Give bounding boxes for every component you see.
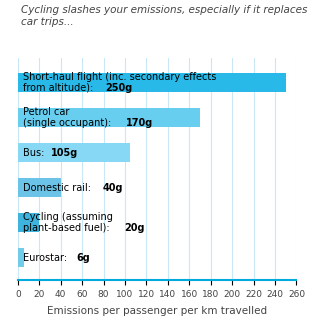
Bar: [18, 248, 24, 267]
Text: Short-haul flight (inc. secondary effects: Short-haul flight (inc. secondary effect…: [23, 72, 217, 82]
Text: 40g: 40g: [103, 183, 124, 193]
Text: 6g: 6g: [76, 253, 90, 262]
Text: (single occupant):: (single occupant):: [23, 118, 115, 128]
X-axis label: Emissions per passenger per km travelled: Emissions per passenger per km travelled: [47, 306, 267, 316]
Text: Petrol car: Petrol car: [23, 108, 70, 118]
Text: Bus:: Bus:: [23, 148, 48, 158]
Text: 170g: 170g: [126, 118, 153, 128]
Text: from altitude):: from altitude):: [23, 83, 97, 93]
Bar: [18, 143, 130, 162]
Bar: [18, 178, 61, 197]
Text: 105g: 105g: [51, 148, 78, 158]
Text: 250g: 250g: [106, 83, 133, 93]
Text: Cycling slashes your emissions, especially if it replaces car trips...: Cycling slashes your emissions, especial…: [21, 5, 307, 26]
Text: Eurostar:: Eurostar:: [23, 253, 70, 262]
Bar: [18, 108, 200, 127]
Bar: [18, 73, 286, 92]
Text: Cycling (assuming: Cycling (assuming: [23, 213, 113, 222]
Text: Domestic rail:: Domestic rail:: [23, 183, 94, 193]
Text: plant-based fuel):: plant-based fuel):: [23, 223, 113, 233]
Bar: [18, 213, 39, 232]
Text: 20g: 20g: [124, 223, 145, 233]
